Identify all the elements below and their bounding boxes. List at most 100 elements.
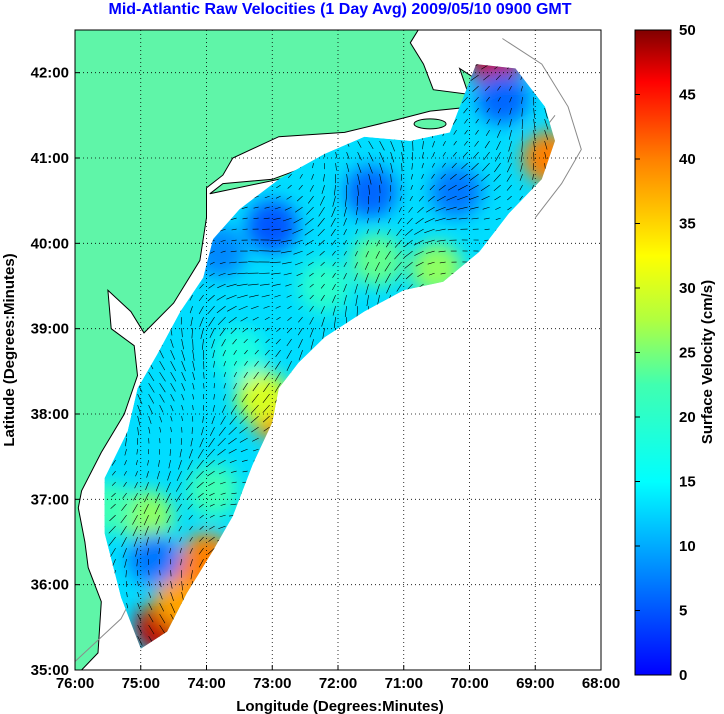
velocity-arrow <box>198 503 204 508</box>
velocity-arrow <box>379 185 381 194</box>
velocity-arrow <box>305 239 314 246</box>
velocity-arrow <box>435 206 446 212</box>
velocity-arrow <box>493 184 501 192</box>
velocity-arrow <box>379 163 384 174</box>
velocity-arrow <box>219 261 226 265</box>
velocity-arrow <box>533 119 536 130</box>
velocity-arrow <box>280 250 292 254</box>
velocity-arrow <box>439 261 446 264</box>
velocity-arrow <box>298 350 303 361</box>
velocity-arrow <box>231 481 237 484</box>
velocity-arrow <box>365 250 369 258</box>
velocity-arrow <box>230 404 237 414</box>
velocity-arrow <box>424 239 435 244</box>
velocity-arrow <box>137 602 141 610</box>
velocity-arrow <box>181 581 183 591</box>
velocity-arrow <box>147 548 149 556</box>
velocity-arrow <box>137 624 143 634</box>
velocity-arrow <box>463 140 468 146</box>
velocity-arrow <box>120 525 127 536</box>
velocity-arrow <box>158 548 160 554</box>
velocity-arrow <box>287 184 292 189</box>
velocity-arrow <box>309 305 314 312</box>
velocity-arrow <box>247 283 259 286</box>
velocity-arrow <box>320 261 325 267</box>
velocity-arrow <box>531 185 534 190</box>
velocity-arrow <box>179 449 182 458</box>
velocity-arrow <box>241 393 248 403</box>
velocity-arrow <box>181 416 183 422</box>
velocity-arrow <box>159 393 165 403</box>
velocity-arrow <box>230 470 237 473</box>
velocity-arrow <box>209 272 215 277</box>
velocity-arrow <box>189 536 193 542</box>
velocity-arrow <box>332 283 336 291</box>
velocity-arrow <box>254 327 259 332</box>
velocity-arrow <box>343 228 347 236</box>
velocity-arrow <box>406 217 413 225</box>
velocity-arrow <box>167 525 171 533</box>
velocity-arrow <box>533 108 535 118</box>
velocity-arrow <box>219 514 226 518</box>
velocity-arrow <box>379 174 382 184</box>
velocity-arrow <box>192 383 195 390</box>
velocity-arrow <box>317 217 325 227</box>
velocity-arrow <box>331 250 336 256</box>
velocity-arrow <box>187 459 193 470</box>
velocity-arrow <box>165 503 171 514</box>
velocity-arrow <box>136 449 138 455</box>
velocity-arrow <box>148 602 153 611</box>
x-tick-label: 68:00 <box>582 675 620 692</box>
velocity-arrow <box>306 250 314 256</box>
x-tick-label: 71:00 <box>385 675 423 692</box>
velocity-arrow <box>297 283 303 287</box>
velocity-arrow <box>251 393 259 403</box>
velocity-arrow <box>335 163 337 171</box>
velocity-arrow <box>432 151 435 158</box>
velocity-arrow <box>206 448 215 458</box>
velocity-arrow <box>148 613 154 623</box>
velocity-arrow <box>421 163 424 169</box>
velocity-arrow <box>170 427 172 433</box>
velocity-arrow <box>367 207 369 214</box>
velocity-arrow <box>181 382 186 391</box>
velocity-arrow <box>148 382 155 393</box>
velocity-arrow <box>276 184 281 189</box>
velocity-arrow <box>407 283 413 290</box>
velocity-arrow <box>192 350 195 361</box>
velocity-arrow <box>519 195 523 201</box>
velocity-arrow <box>286 349 292 359</box>
velocity-arrow <box>124 559 127 568</box>
velocity-arrow <box>519 173 523 181</box>
velocity-arrow <box>319 195 325 206</box>
velocity-arrow <box>209 492 215 496</box>
velocity-arrow <box>244 349 248 355</box>
x-tick-label: 72:00 <box>319 675 357 692</box>
velocity-arrow <box>148 570 150 576</box>
velocity-arrow <box>212 350 215 359</box>
velocity-arrow <box>264 349 270 356</box>
velocity-arrow <box>217 459 226 465</box>
velocity-hotspot <box>344 166 397 219</box>
velocity-arrow <box>159 624 166 635</box>
velocity-arrow <box>496 129 501 138</box>
velocity-arrow <box>199 283 204 289</box>
velocity-arrow <box>298 338 303 349</box>
velocity-arrow <box>332 294 336 303</box>
velocity-arrow <box>544 152 547 160</box>
velocity-arrow <box>239 415 248 425</box>
velocity-arrow <box>421 152 424 159</box>
velocity-arrow <box>441 162 446 168</box>
velocity-arrow <box>396 228 402 236</box>
velocity-arrow <box>148 581 151 587</box>
velocity-arrow <box>509 108 512 115</box>
velocity-arrow <box>309 294 314 300</box>
velocity-arrow <box>226 283 237 288</box>
colorbar-tick-label: 10 <box>679 538 696 555</box>
velocity-arrow <box>219 228 226 232</box>
velocity-arrow <box>192 394 194 400</box>
velocity-arrow <box>159 602 165 612</box>
velocity-arrow <box>415 217 424 225</box>
velocity-arrow <box>506 173 512 182</box>
velocity-arrow <box>189 305 193 314</box>
